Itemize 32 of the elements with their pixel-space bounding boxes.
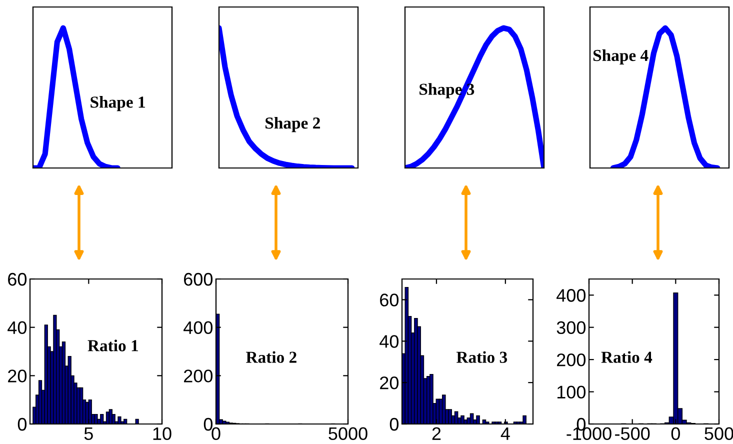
annotation: Ratio 1: [88, 340, 138, 352]
annotation: Shape 1: [90, 96, 145, 112]
y-tick-label: 0: [18, 418, 27, 431]
y-tick-label: 400: [184, 321, 213, 334]
x-tick-label: 5: [84, 427, 93, 440]
y-tick-label: 400: [556, 289, 586, 302]
y-tick-label: 600: [184, 272, 213, 286]
y-tick-label: 0: [390, 418, 399, 431]
x-tick-label: 10: [153, 427, 172, 440]
annotation: Shape 3: [420, 83, 474, 98]
y-tick-label: 0: [204, 418, 213, 431]
x-tick-label: 5000: [328, 427, 368, 440]
y-tick-label: 60: [8, 272, 27, 286]
x-tick-label: 4: [500, 427, 510, 440]
x-tick-label: 0: [671, 427, 680, 440]
y-tick-label: 200: [184, 370, 213, 382]
annotation: Ratio 4: [601, 351, 652, 363]
x-tick-label: -500: [615, 427, 650, 440]
y-tick-label: 20: [380, 376, 399, 390]
y-tick-label: 20: [8, 370, 27, 382]
y-tick-label: 40: [380, 335, 399, 348]
annotation: Shape 4: [593, 49, 648, 64]
x-tick-label: 2: [432, 427, 441, 440]
annotation: Ratio 2: [246, 351, 296, 363]
y-tick-label: 300: [556, 321, 586, 334]
y-tick-label: 200: [557, 353, 586, 366]
annotation: Ratio 3: [456, 351, 508, 363]
x-tick-label: 500: [704, 427, 733, 440]
y-tick-label: 100: [557, 386, 586, 398]
y-tick-label: 60: [380, 294, 399, 306]
y-tick-label: 40: [8, 321, 27, 334]
annotation: Shape 2: [266, 116, 320, 132]
